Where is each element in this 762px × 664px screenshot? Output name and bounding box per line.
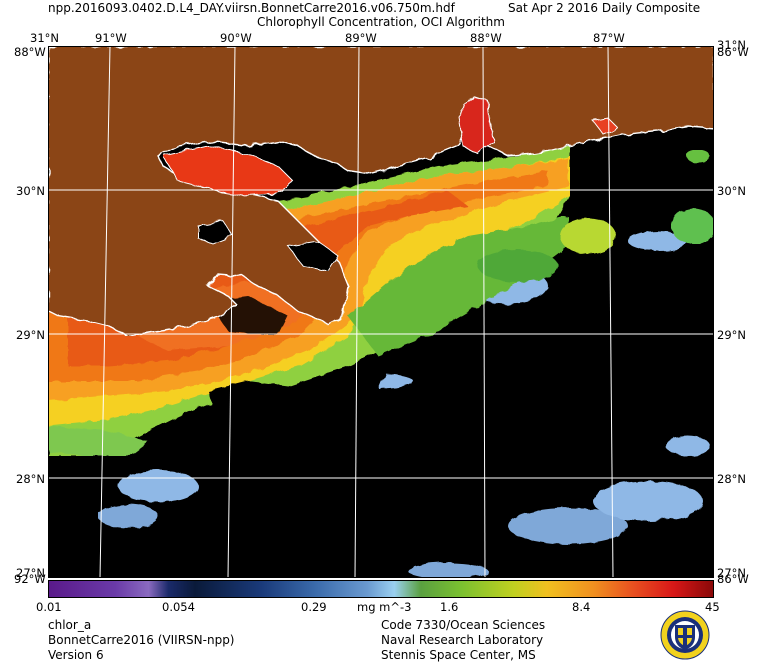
lon-label-88w: 88°W — [470, 31, 502, 45]
colorbar-tick-5: 45 — [705, 600, 720, 614]
corner-label-top-right: 86°W — [717, 45, 749, 59]
lat-label-28n-right: 28°N — [717, 472, 746, 486]
dataset-name: BonnetCarre2016 (VIIRSN-npp) — [48, 633, 235, 647]
green-fringe — [48, 216, 616, 456]
graticule — [48, 46, 714, 578]
estuaries — [162, 95, 619, 272]
nrl-seal-icon — [660, 610, 710, 660]
lat-label-top-right: 31°N — [717, 38, 746, 52]
corner-label-bottom-left: 92°W — [14, 572, 46, 586]
colorbar-tick-1: 0.054 — [162, 600, 195, 614]
lat-label-29n-left: 29°N — [16, 328, 45, 342]
org-line-2: Naval Research Laboratory — [381, 633, 544, 647]
composite-date: Sat Apr 2 2016 Daily Composite — [508, 1, 701, 15]
lat-label-27n-left: 27°N — [16, 566, 45, 580]
chlorophyll-map[interactable] — [48, 46, 714, 578]
lon-label-89w: 89°W — [345, 31, 377, 45]
map-canvas — [48, 46, 714, 578]
lon-label-90w: 90°W — [220, 31, 252, 45]
corner-label-bottom-right: 86°W — [717, 572, 749, 586]
corner-label-top-left: 88°W — [14, 45, 46, 59]
lat-label-30n-right: 30°N — [717, 184, 746, 198]
lat-label-27n-right: 27°N — [717, 566, 746, 580]
org-line-1: Code 7330/Ocean Sciences — [381, 618, 546, 632]
land-mass — [48, 46, 714, 337]
colorbar-unit: mg m^-3 — [357, 600, 412, 614]
lon-label-87w: 87°W — [593, 31, 625, 45]
colorbar — [48, 580, 714, 598]
version-label: Version 6 — [48, 648, 104, 662]
org-line-3: Stennis Space Center, MS — [381, 648, 536, 662]
colorbar-tick-0: 0.01 — [36, 600, 62, 614]
filename-title: npp.2016093.0402.D.L4_DAY.viirsn.BonnetC… — [48, 1, 455, 15]
colorbar-tick-3: 1.6 — [440, 600, 459, 614]
lat-label-29n-right: 29°N — [717, 328, 746, 342]
lat-label-30n-left: 30°N — [16, 184, 45, 198]
product-title: Chlorophyll Concentration, OCI Algorithm — [257, 15, 505, 29]
eastern-bloom — [671, 150, 714, 244]
variable-name: chlor_a — [48, 618, 92, 632]
colorbar-tick-4: 8.4 — [572, 600, 591, 614]
lat-label-28n-left: 28°N — [16, 472, 45, 486]
lon-label-91w: 91°W — [95, 31, 127, 45]
lat-label-top-left: 31°N — [30, 31, 59, 45]
colorbar-tick-2: 0.29 — [301, 600, 327, 614]
